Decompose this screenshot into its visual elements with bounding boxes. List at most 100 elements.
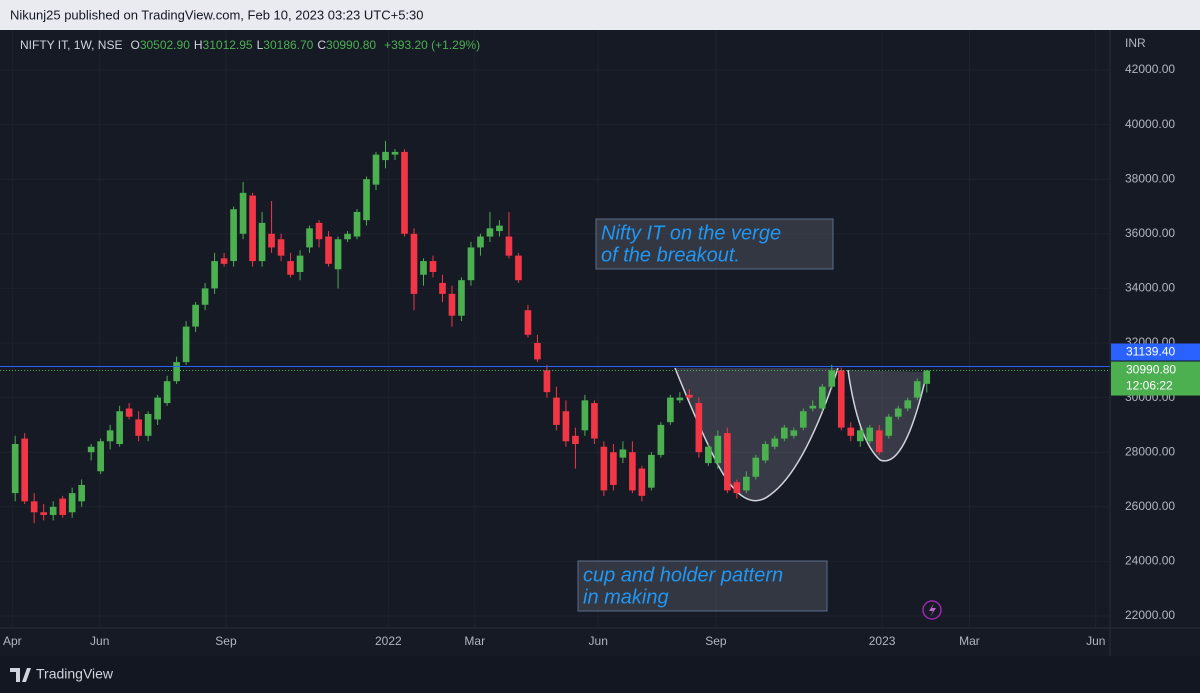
candle-body <box>543 370 551 393</box>
candle-body <box>249 195 256 262</box>
candle-body <box>534 342 541 360</box>
candle-body <box>553 397 560 425</box>
x-tick-label: Jun <box>90 634 109 648</box>
candle-body <box>11 444 19 494</box>
candle-body <box>268 233 275 248</box>
candle-body <box>382 151 389 161</box>
candle-body <box>239 192 247 234</box>
candle-body <box>856 430 864 442</box>
candle-body <box>401 151 408 234</box>
candle-body <box>686 394 693 398</box>
legend-o: O <box>130 38 139 52</box>
y-tick-label: 34000.00 <box>1125 281 1175 295</box>
annotation-box <box>577 560 828 612</box>
candle-body <box>818 386 826 409</box>
y-tick-label: 22000.00 <box>1125 608 1175 622</box>
y-tick-label: 24000.00 <box>1125 554 1175 568</box>
x-tick-label: 2023 <box>869 634 896 648</box>
candle-body <box>344 233 351 240</box>
y-unit: INR <box>1125 36 1146 50</box>
high-price-tag <box>1111 343 1200 361</box>
candle-body <box>923 370 931 384</box>
annotation-text: Nifty IT on the verge <box>601 222 781 244</box>
candle-body <box>904 400 912 409</box>
candle-body <box>458 280 465 316</box>
candle-body <box>743 476 750 491</box>
legend-h: H <box>194 38 203 52</box>
alert-icon[interactable] <box>922 600 942 620</box>
x-tick-label: Sep <box>705 634 727 648</box>
candle-body <box>154 397 161 420</box>
candle-body <box>325 236 332 264</box>
candle-body <box>59 498 66 515</box>
candle-body <box>211 261 218 289</box>
candles <box>11 140 931 524</box>
candle-body <box>334 239 342 270</box>
candle-body <box>866 427 874 442</box>
legend: NIFTY IT, 1W, NSE O30502.90 H31012.95 L3018… <box>20 38 480 52</box>
candle-body <box>125 408 133 417</box>
candle-body <box>828 370 836 387</box>
alert-icon-bolt <box>929 603 936 617</box>
candle-body <box>676 397 684 401</box>
footer-text: TradingView <box>36 666 114 682</box>
x-tick-label: Mar <box>464 634 485 648</box>
candle-body <box>40 512 48 515</box>
handle-outline <box>847 369 928 462</box>
candle-body <box>315 222 323 240</box>
candle-body <box>724 433 731 491</box>
candle-body <box>306 228 313 248</box>
candle-body <box>391 151 399 155</box>
candle-body <box>913 381 921 398</box>
candle-body <box>562 411 570 442</box>
candle-body <box>87 446 95 453</box>
candle-body <box>505 236 513 256</box>
candle-body <box>610 452 617 485</box>
candle-body <box>885 416 893 436</box>
candle-body <box>809 405 817 409</box>
candle-body <box>619 449 627 458</box>
y-tick-label: 28000.00 <box>1125 444 1175 458</box>
annotation-text: cup and holder pattern <box>583 564 783 586</box>
x-tick-label: Jun <box>1086 634 1105 648</box>
candle-body <box>258 222 266 262</box>
candle-body <box>429 261 437 273</box>
candle-body <box>30 501 38 513</box>
legend-symbol: NIFTY IT, 1W, NSE <box>20 38 122 52</box>
legend-change: +393.20 (+1.29%) <box>384 38 480 52</box>
candle-body <box>97 441 104 472</box>
annotation-box <box>595 218 834 270</box>
candle-body <box>363 179 370 221</box>
legend-high: 31012.95 <box>203 38 253 52</box>
y-tick-label: 36000.00 <box>1125 226 1175 240</box>
candle-body <box>477 236 484 248</box>
candle-body <box>163 381 171 404</box>
candle-body <box>790 430 798 436</box>
header-text: Nikunj25 published on TradingView.com, F… <box>10 7 424 22</box>
candle-body <box>847 427 855 436</box>
candle-body <box>799 411 807 428</box>
annotation-text: of the breakout. <box>601 244 740 266</box>
candle-body <box>894 408 902 417</box>
candle-body <box>515 255 522 281</box>
candle-body <box>761 444 769 461</box>
annotation-text: in making <box>583 586 669 608</box>
candle-body <box>496 225 503 232</box>
candle-body <box>49 506 57 515</box>
cup-fill <box>675 368 838 501</box>
y-tick-label: 42000.00 <box>1125 62 1175 76</box>
y-tick-label: 40000.00 <box>1125 117 1175 131</box>
candle-body <box>220 258 228 264</box>
x-tick-label: Jun <box>589 634 608 648</box>
candle-body <box>448 293 456 316</box>
logo-icon <box>10 668 31 682</box>
candle-body <box>524 310 532 335</box>
candle-body <box>192 304 199 327</box>
candle-body <box>277 239 285 256</box>
candle-body <box>21 438 29 502</box>
candle-body <box>771 438 779 447</box>
legend-l: L <box>257 38 264 52</box>
candle-body <box>116 411 123 444</box>
candle-body <box>752 457 760 477</box>
